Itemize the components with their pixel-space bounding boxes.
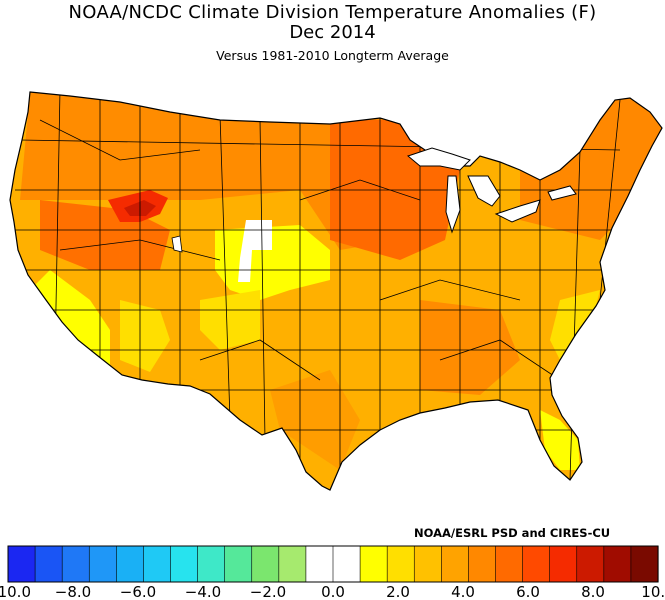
colorbar-cell [522, 545, 551, 583]
colorbar-tick-label: −10.0 [0, 583, 31, 600]
anomaly-regions [20, 92, 662, 470]
colorbar-tick-label: 0.0 [321, 583, 345, 600]
colorbar-tick-label: −2.0 [250, 583, 286, 600]
colorbar-tick-label: 2.0 [386, 583, 410, 600]
map-period: Dec 2014 [289, 22, 376, 43]
colorbar-cell [441, 545, 470, 583]
map-title: NOAA/NCDC Climate Division Temperature A… [68, 2, 597, 23]
colorbar-cell [549, 545, 578, 583]
colorbar-tick-label: −6.0 [120, 583, 156, 600]
colorbar-cell [34, 545, 63, 583]
us-anomaly-map [9, 91, 663, 491]
colorbar-cell [305, 545, 334, 583]
colorbar-cell [413, 545, 442, 583]
colorbar-outline [7, 545, 659, 583]
great-lakes [406, 147, 577, 234]
colorbar-cell [7, 545, 36, 583]
colorbar-tick-label: −4.0 [185, 583, 221, 600]
colorbar-cell [359, 545, 388, 583]
colorbar-cell [224, 545, 253, 583]
colorbar-cell [332, 545, 361, 583]
data-credit: NOAA/ESRL PSD and CIRES-CU [414, 526, 611, 540]
colorbar-tick-label: 8.0 [581, 583, 605, 600]
colorbar-cell [630, 545, 659, 583]
colorbar-cell [116, 545, 145, 583]
colorbar-cell [468, 545, 497, 583]
map-subtitle: Versus 1981-2010 Longterm Average [216, 48, 449, 63]
colorbar-cell [170, 545, 199, 583]
colorbar-tick-label: 10.0 [641, 583, 665, 600]
colorbar-cell [251, 545, 280, 583]
colorbar-cell [88, 545, 117, 583]
colorbar-legend: −10.0 −8.0 −6.0 −4.0 −2.0 0.0 2.0 4.0 6.0 8.0 10.0 [0, 545, 665, 600]
colorbar-cell [61, 545, 90, 583]
colorbar-tick-label: 4.0 [451, 583, 475, 600]
colorbar-cell [603, 545, 632, 583]
colorbar-cell [386, 545, 415, 583]
colorbar-cell [576, 545, 605, 583]
colorbar-cell [278, 545, 307, 583]
colorbar-cell [495, 545, 524, 583]
colorbar-tick-label: −8.0 [55, 583, 91, 600]
colorbar-cell [197, 545, 226, 583]
colorbar-tick-label: 6.0 [516, 583, 540, 600]
colorbar-cell [143, 545, 172, 583]
